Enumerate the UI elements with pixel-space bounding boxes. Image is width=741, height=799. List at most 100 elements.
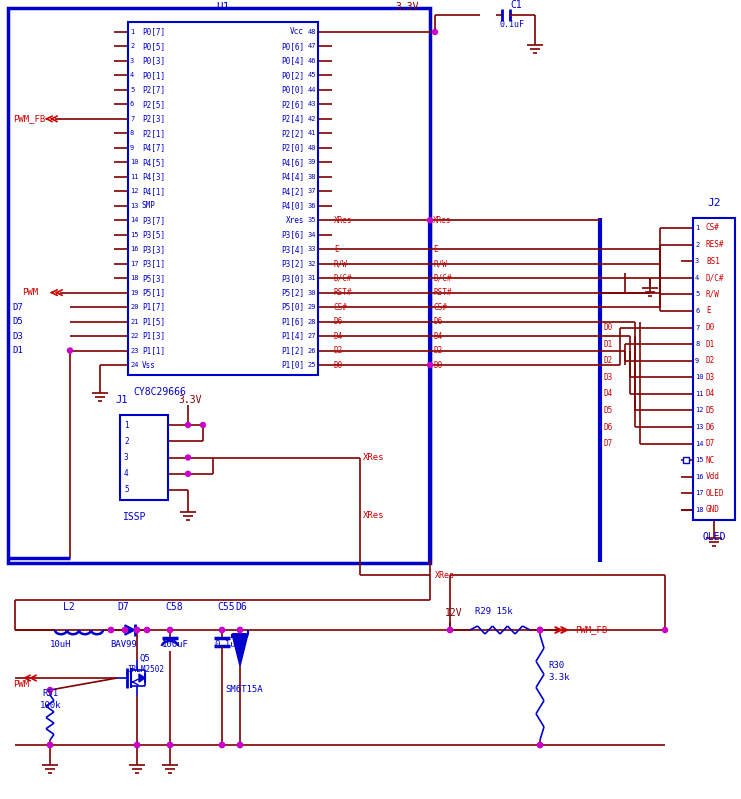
- Circle shape: [47, 742, 53, 748]
- Text: 33: 33: [308, 246, 316, 252]
- Text: PWM: PWM: [13, 680, 29, 689]
- Text: 38: 38: [308, 174, 316, 180]
- Text: R/W: R/W: [334, 259, 348, 268]
- Text: 1: 1: [695, 225, 700, 231]
- Circle shape: [108, 627, 113, 633]
- Text: P0[7]: P0[7]: [142, 27, 165, 37]
- Text: 27: 27: [308, 333, 316, 339]
- Text: 24: 24: [130, 362, 139, 368]
- Text: 26: 26: [308, 348, 316, 353]
- Text: D/C#: D/C#: [433, 273, 451, 283]
- Text: D6: D6: [603, 423, 612, 431]
- Text: P4[2]: P4[2]: [281, 187, 304, 196]
- Circle shape: [537, 742, 542, 748]
- Text: 41: 41: [308, 130, 316, 137]
- Text: P1[2]: P1[2]: [281, 346, 304, 355]
- Text: P1[1]: P1[1]: [142, 346, 165, 355]
- Text: 22: 22: [130, 333, 139, 339]
- Text: P5[0]: P5[0]: [281, 303, 304, 312]
- Text: 100k: 100k: [40, 701, 62, 710]
- Text: D3: D3: [12, 332, 23, 340]
- Text: 17: 17: [695, 491, 703, 496]
- Text: D1: D1: [12, 346, 23, 355]
- Text: CS#: CS#: [334, 303, 348, 312]
- Text: P4[1]: P4[1]: [142, 187, 165, 196]
- Text: 0.1uF: 0.1uF: [500, 20, 525, 29]
- Text: P4[3]: P4[3]: [142, 173, 165, 181]
- Text: D/C#: D/C#: [334, 273, 353, 283]
- Bar: [683, 457, 689, 463]
- Circle shape: [537, 627, 542, 633]
- Circle shape: [167, 627, 173, 633]
- Text: D0: D0: [334, 360, 343, 369]
- Text: P2[6]: P2[6]: [281, 100, 304, 109]
- Text: XRes: XRes: [435, 570, 455, 579]
- Text: P3[2]: P3[2]: [281, 259, 304, 268]
- Text: 7: 7: [130, 116, 134, 122]
- Circle shape: [537, 742, 542, 748]
- Text: P3[4]: P3[4]: [281, 244, 304, 253]
- Text: D5: D5: [603, 406, 612, 415]
- Text: SM6T15A: SM6T15A: [225, 685, 262, 694]
- Text: P1[7]: P1[7]: [142, 303, 165, 312]
- Text: D5: D5: [706, 406, 715, 415]
- Text: 5: 5: [124, 486, 129, 495]
- Text: D2: D2: [433, 346, 442, 355]
- Text: P0[5]: P0[5]: [142, 42, 165, 51]
- Text: D7: D7: [12, 303, 23, 312]
- Circle shape: [448, 627, 453, 633]
- Text: CS#: CS#: [706, 224, 720, 233]
- Text: R30: R30: [548, 661, 564, 670]
- Text: 13: 13: [695, 424, 703, 430]
- Text: D2: D2: [334, 346, 343, 355]
- Text: 20: 20: [130, 304, 139, 310]
- Text: CS#: CS#: [433, 303, 447, 312]
- Text: XRes: XRes: [363, 511, 385, 520]
- Polygon shape: [139, 674, 145, 682]
- Circle shape: [167, 742, 173, 748]
- Bar: [128, 22, 318, 375]
- Circle shape: [433, 30, 437, 34]
- Circle shape: [219, 627, 225, 633]
- Text: J2: J2: [707, 198, 721, 208]
- Circle shape: [238, 627, 242, 633]
- Text: 4: 4: [695, 275, 700, 280]
- Text: P5[1]: P5[1]: [142, 288, 165, 297]
- Text: RST#: RST#: [334, 288, 353, 297]
- Text: 40: 40: [308, 145, 316, 151]
- Text: P1[6]: P1[6]: [281, 317, 304, 326]
- Text: 1: 1: [130, 29, 134, 35]
- Circle shape: [238, 627, 242, 633]
- Bar: [120, 415, 168, 500]
- Text: 18: 18: [130, 275, 139, 281]
- Text: P5[2]: P5[2]: [281, 288, 304, 297]
- Text: R/W: R/W: [706, 290, 720, 299]
- Text: RST#: RST#: [433, 288, 451, 297]
- Text: XRes: XRes: [433, 216, 451, 225]
- Text: E: E: [433, 244, 438, 253]
- Text: 16: 16: [695, 474, 703, 480]
- Text: 15: 15: [130, 232, 139, 237]
- Text: P0[0]: P0[0]: [281, 85, 304, 94]
- Text: P2[2]: P2[2]: [281, 129, 304, 138]
- Text: P3[0]: P3[0]: [281, 273, 304, 283]
- Text: P3[7]: P3[7]: [142, 216, 165, 225]
- Text: 32: 32: [308, 260, 316, 267]
- Text: 11: 11: [695, 391, 703, 397]
- Circle shape: [537, 627, 542, 633]
- Text: 2: 2: [130, 43, 134, 50]
- Text: PWM_FB: PWM_FB: [575, 626, 608, 634]
- Circle shape: [144, 627, 150, 633]
- Text: D3: D3: [603, 373, 612, 382]
- Text: D4: D4: [706, 389, 715, 399]
- Text: D4: D4: [334, 332, 343, 340]
- Text: 39: 39: [308, 159, 316, 165]
- Text: P4[0]: P4[0]: [281, 201, 304, 210]
- Text: D5: D5: [12, 317, 23, 326]
- Text: D0: D0: [433, 360, 442, 369]
- Circle shape: [47, 742, 53, 748]
- Text: J1: J1: [115, 395, 127, 405]
- Text: 3: 3: [695, 258, 700, 264]
- Text: P3[1]: P3[1]: [142, 259, 165, 268]
- Circle shape: [219, 742, 225, 748]
